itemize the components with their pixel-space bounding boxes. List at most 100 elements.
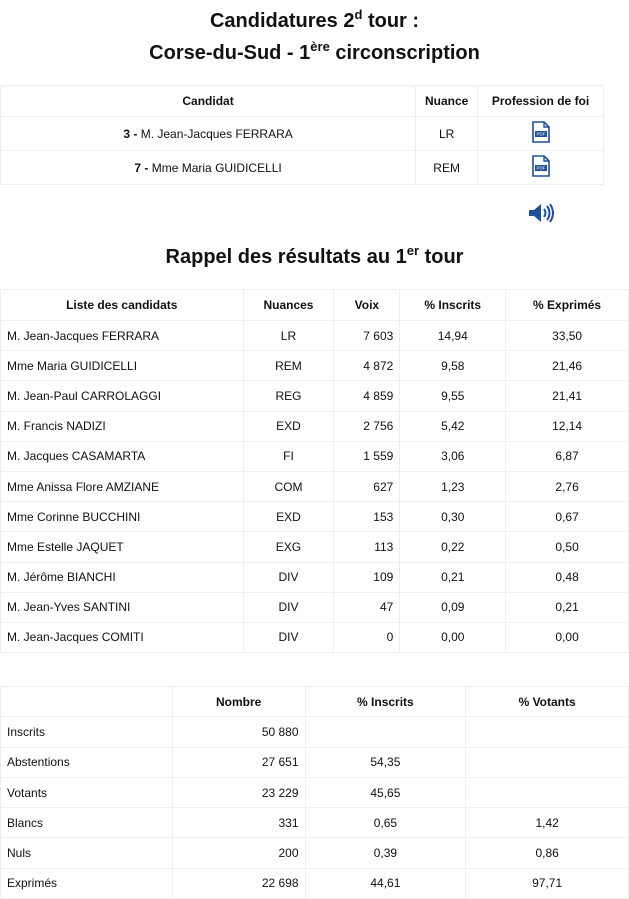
pdf-icon[interactable]: PDF [531, 121, 550, 146]
speaker-icon[interactable] [528, 203, 554, 226]
nombre-cell: 331 [171, 807, 306, 839]
pct-exprimes-cell: 21,41 [505, 380, 629, 412]
pct-exprimes-cell: 2,76 [505, 470, 629, 503]
candidate-cell: 7 - Mme Maria GUIDICELLI [0, 150, 417, 185]
label-cell: Exprimés [0, 867, 173, 899]
pct-inscrits-cell: 5,42 [399, 410, 507, 442]
header-votants: % Votants [465, 685, 629, 718]
voix-cell: 7 603 [333, 319, 401, 352]
header-empty [0, 685, 173, 718]
page-subtitle: Corse-du-Sud - 1ère circonscription [0, 37, 629, 69]
nombre-cell: 22 698 [171, 867, 306, 899]
table-row: Mme Maria GUIDICELLI REM 4 872 9,58 21,46 [0, 350, 629, 382]
title-sup: d [354, 7, 363, 22]
pct-votants-cell: 97,71 [465, 867, 629, 899]
svg-text:PDF: PDF [536, 132, 545, 137]
table-header-row: Liste des candidats Nuances Voix % Inscr… [0, 289, 629, 321]
pct-votants-cell [465, 776, 629, 809]
header-nuance: Nuance [415, 85, 479, 117]
title-text: circonscription [329, 42, 480, 64]
voix-cell: 1 559 [333, 440, 401, 472]
title-text: Candidatures 2 [209, 10, 355, 32]
pct-votants-cell [465, 716, 629, 748]
pdf-icon[interactable]: PDF [531, 155, 550, 180]
pct-inscrits-cell: 54,35 [304, 746, 467, 778]
pct-exprimes-cell: 0,50 [505, 531, 629, 563]
table-row: Mme Estelle JAQUET EXG 113 0,22 0,50 [0, 531, 629, 563]
pct-inscrits-cell: 3,06 [399, 440, 507, 472]
nuance-cell: EXG [242, 531, 335, 563]
pct-inscrits-cell: 45,65 [304, 776, 467, 809]
voix-cell: 109 [333, 561, 401, 593]
nuance-cell: EXD [242, 501, 335, 533]
header-nombre: Nombre [171, 685, 306, 718]
label-cell: Votants [0, 776, 173, 809]
results-title: Rappel des résultats au 1er tour [0, 241, 629, 273]
pct-inscrits-cell: 0,30 [399, 501, 507, 533]
pct-inscrits-cell [304, 716, 467, 748]
pct-inscrits-cell: 9,55 [399, 380, 507, 412]
table-row: Inscrits 50 880 [0, 716, 629, 748]
svg-text:PDF: PDF [536, 166, 545, 171]
header-profession: Profession de foi [477, 85, 604, 117]
nuance-cell: REG [242, 380, 335, 412]
candidate-name-cell: Mme Estelle JAQUET [0, 531, 244, 563]
nuance-cell: REM [242, 350, 335, 382]
title-text: Rappel des résultats au 1 [165, 246, 407, 268]
candidate-name: Mme Maria GUIDICELLI [148, 160, 282, 175]
pct-inscrits-cell: 0,22 [399, 531, 507, 563]
pct-inscrits-cell: 0,39 [304, 837, 467, 869]
pct-inscrits-cell: 14,94 [399, 319, 507, 352]
voix-cell: 4 859 [333, 380, 401, 412]
title-sup: ère [310, 39, 330, 54]
nuance-cell: LR [242, 319, 335, 352]
candidate-cell: 3 - M. Jean-Jacques FERRARA [0, 116, 417, 151]
voix-cell: 2 756 [333, 410, 401, 442]
pct-inscrits-cell: 0,09 [399, 591, 507, 623]
table-row: Mme Anissa Flore AMZIANE COM 627 1,23 2,76 [0, 470, 629, 503]
nuance-cell: EXD [242, 410, 335, 442]
nuance-cell: FI [242, 440, 335, 472]
pct-exprimes-cell: 0,48 [505, 561, 629, 593]
voix-cell: 153 [333, 501, 401, 533]
label-cell: Blancs [0, 807, 173, 839]
page-title: Candidatures 2d tour : [0, 5, 629, 37]
candidate-name-cell: M. Jean-Yves SANTINI [0, 591, 244, 623]
table-row: M. Jacques CASAMARTA FI 1 559 3,06 6,87 [0, 440, 629, 472]
table-row: M. Jean-Paul CARROLAGGI REG 4 859 9,55 21,41 [0, 380, 629, 412]
table-row: Exprimés 22 698 44,61 97,71 [0, 867, 629, 899]
pct-exprimes-cell: 0,67 [505, 501, 629, 533]
nuance-cell: LR [415, 116, 479, 151]
nombre-cell: 27 651 [171, 746, 306, 778]
voix-cell: 47 [333, 591, 401, 623]
label-cell: Abstentions [0, 746, 173, 778]
nuance-cell: REM [415, 150, 479, 185]
pct-votants-cell [465, 746, 629, 778]
table-row: M. Jérôme BIANCHI DIV 109 0,21 0,48 [0, 561, 629, 593]
candidate-number: 7 - [134, 160, 149, 175]
table-header-row: Nombre % Inscrits % Votants [0, 685, 629, 718]
table-row: Abstentions 27 651 54,35 [0, 746, 629, 778]
nombre-cell: 23 229 [171, 776, 306, 809]
first-round-results-table: Liste des candidats Nuances Voix % Inscr… [0, 289, 629, 654]
pct-votants-cell: 0,86 [465, 837, 629, 869]
pct-inscrits-cell: 0,00 [399, 621, 507, 654]
nuance-cell: DIV [242, 621, 335, 654]
candidate-name-cell: M. Jean-Paul CARROLAGGI [0, 380, 244, 412]
pct-votants-cell: 1,42 [465, 807, 629, 839]
table-row: M. Jean-Jacques COMITI DIV 0 0,00 0,00 [0, 621, 629, 654]
pct-exprimes-cell: 6,87 [505, 440, 629, 472]
nombre-cell: 50 880 [171, 716, 306, 748]
header-exprimes: % Exprimés [505, 289, 629, 321]
table-row: 3 - M. Jean-Jacques FERRARA LR PDF [0, 116, 604, 151]
table-row: 7 - Mme Maria GUIDICELLI REM PDF [0, 150, 604, 185]
pct-exprimes-cell: 12,14 [505, 410, 629, 442]
candidate-name-cell: M. Jean-Jacques FERRARA [0, 319, 244, 352]
pct-exprimes-cell: 0,00 [505, 621, 629, 654]
title-text: tour [419, 246, 464, 268]
nombre-cell: 200 [171, 837, 306, 869]
pct-exprimes-cell: 21,46 [505, 350, 629, 382]
pct-inscrits-cell: 0,21 [399, 561, 507, 593]
pct-inscrits-cell: 9,58 [399, 350, 507, 382]
pct-exprimes-cell: 33,50 [505, 319, 629, 352]
